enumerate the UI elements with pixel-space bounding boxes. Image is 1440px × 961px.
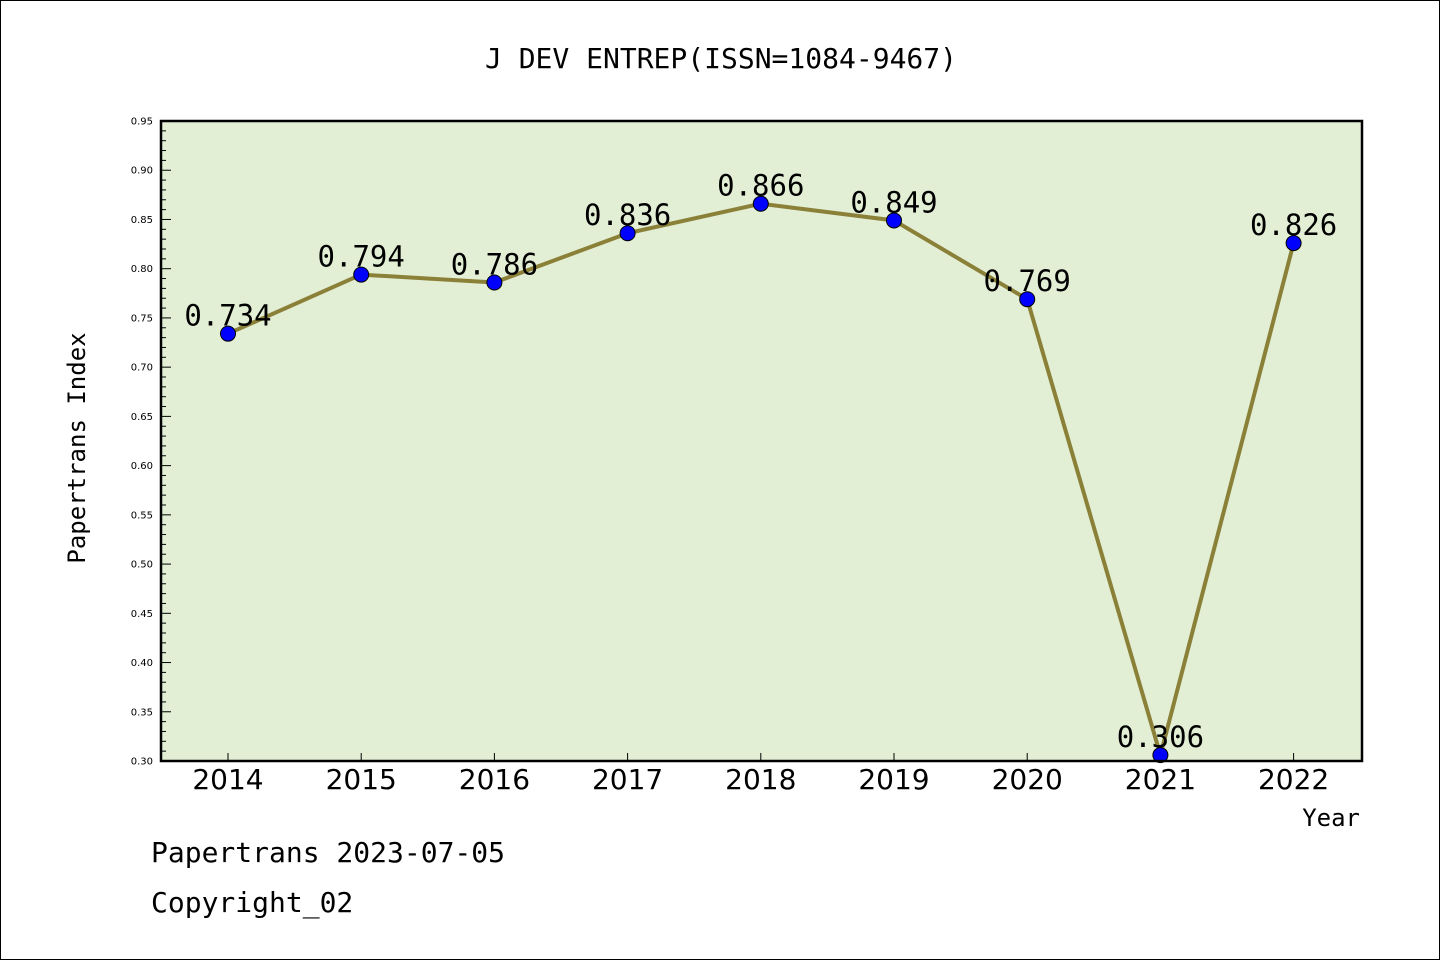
y-tick-label: 0.40 [131,658,153,669]
data-point [752,195,769,212]
data-label: 0.734 [184,299,271,333]
data-point [619,225,636,242]
footer-date: Papertrans 2023-07-05 [151,836,506,869]
x-tick-label: 2018 [725,763,796,796]
y-tick-label: 0.95 [131,117,153,128]
plot-background [161,121,1362,761]
data-point [1152,747,1169,764]
data-label: 0.849 [850,185,937,219]
y-axis-title: Papertrans Index [63,332,91,563]
y-tick-label: 0.90 [131,166,153,177]
data-point [886,212,902,229]
x-tick-label: 2022 [1258,763,1329,796]
y-tick-label: 0.50 [131,560,153,571]
data-point [1019,291,1036,308]
y-tick-label: 0.45 [131,609,153,620]
x-tick-label: 2021 [1125,763,1196,796]
data-label: 0.836 [584,198,671,232]
x-tick-label: 2016 [459,763,530,796]
data-label: 0.866 [717,169,804,203]
x-tick-label: 2020 [992,763,1063,796]
y-tick-label: 0.80 [131,264,153,275]
data-label: 0.794 [318,240,405,274]
data-point [486,274,503,291]
data-label: 0.306 [1117,720,1204,754]
y-tick-label: 0.55 [131,510,153,521]
data-label: 0.826 [1250,208,1337,242]
footer-copyright: Copyright_02 [151,886,354,919]
x-tick-label: 2019 [858,763,929,796]
y-tick-label: 0.75 [131,313,153,324]
y-tick-label: 0.85 [131,215,153,226]
y-tick-label: 0.60 [131,461,153,472]
x-tick-label: 2014 [192,763,263,796]
y-tick-label: 0.70 [131,363,153,374]
plot-area: 0.30 0.35 0.40 0.45 0.50 0.55 0.60 0.65 0.70 0.75… [131,117,1364,796]
y-tick-label: 0.35 [131,707,153,718]
data-label: 0.786 [451,247,538,281]
data-point [1285,235,1302,252]
x-axis-title: Year [1302,804,1360,832]
data-point [220,325,236,342]
data-point [353,266,370,283]
x-tick-label: 2015 [326,763,397,796]
plot-border [159,119,1364,763]
x-tick-label: 2017 [592,763,663,796]
chart-title: J DEV ENTREP(ISSN=1084-9467) [485,42,957,75]
y-tick-label: 0.65 [131,412,153,423]
y-tick-label: 0.30 [131,757,153,768]
data-label: 0.769 [984,264,1071,298]
